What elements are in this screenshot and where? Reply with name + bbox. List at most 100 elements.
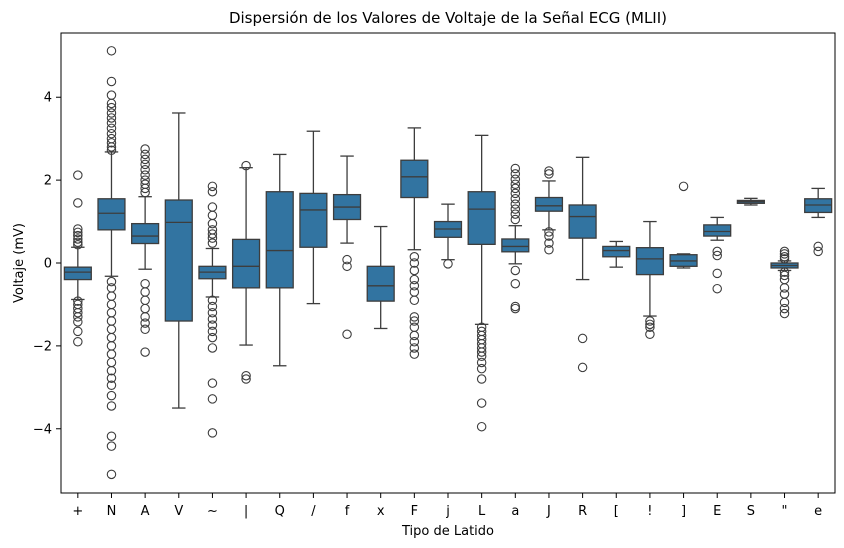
outlier-point — [207, 307, 218, 318]
outlier-point — [207, 314, 218, 324]
outlier-point — [544, 244, 554, 255]
outlier-point — [140, 159, 150, 170]
box-group — [770, 246, 799, 319]
box-group — [804, 187, 833, 257]
x-tick-label: V — [174, 504, 183, 519]
x-tick-label: A — [141, 504, 150, 519]
box-group — [433, 203, 463, 269]
outlier-point — [409, 274, 420, 285]
outlier-point — [645, 316, 655, 326]
outlier-point — [207, 233, 218, 243]
outlier-point — [207, 210, 218, 221]
outlier-point — [544, 231, 554, 241]
outlier-point — [712, 250, 722, 261]
box-group — [501, 163, 530, 314]
outlier-point — [409, 252, 420, 262]
outlier-point — [779, 289, 790, 299]
y-axis-label: Voltaje (mV) — [12, 223, 27, 303]
outlier-point — [207, 332, 218, 343]
outlier-point — [476, 398, 487, 408]
box-group — [736, 197, 765, 206]
outlier-point — [106, 118, 117, 128]
outlier-point — [476, 347, 487, 357]
box — [63, 266, 92, 281]
y-tick-label: −2 — [33, 339, 52, 354]
outlier-point — [106, 441, 117, 451]
outlier-point — [241, 160, 251, 171]
outlier-point — [544, 238, 554, 248]
outlier-point — [510, 278, 521, 289]
box — [602, 245, 631, 258]
outlier-point — [645, 319, 655, 330]
outlier-point — [577, 333, 588, 344]
outlier-point — [207, 295, 218, 306]
outlier-point — [409, 312, 420, 322]
outlier-point — [140, 144, 150, 154]
outlier-point — [510, 174, 521, 185]
outlier-point — [544, 166, 554, 176]
outlier-point — [779, 303, 790, 314]
outlier-point — [73, 234, 83, 244]
outlier-point — [207, 394, 218, 404]
outlier-point — [140, 154, 150, 165]
outlier-point — [544, 227, 554, 237]
box — [568, 204, 597, 239]
x-tick-label: F — [411, 504, 418, 519]
outlier-point — [409, 343, 420, 353]
plot-frame — [60, 32, 836, 494]
outlier-point — [73, 312, 83, 322]
outlier-point — [73, 317, 83, 327]
outlier-point — [73, 307, 83, 318]
outlier-point — [106, 341, 117, 351]
box-group — [467, 134, 496, 432]
outlier-point — [140, 318, 150, 328]
outlier-point — [73, 237, 83, 248]
outlier-point — [779, 297, 790, 308]
x-tick-label: j — [445, 504, 450, 519]
outlier-point — [207, 301, 218, 312]
outlier-point — [207, 181, 218, 192]
x-tick-label: | — [244, 504, 248, 519]
outlier-point — [510, 301, 521, 312]
box — [164, 199, 193, 322]
outlier-point — [106, 46, 117, 56]
box — [534, 196, 564, 212]
outlier-point — [779, 283, 790, 293]
chart-title: Dispersión de los Valores de Voltaje de … — [229, 9, 667, 27]
outlier-point — [140, 187, 150, 198]
outlier-point — [106, 357, 117, 368]
outlier-point — [510, 214, 521, 225]
box — [265, 191, 294, 289]
outlier-point — [106, 390, 117, 401]
outlier-point — [510, 194, 521, 204]
outlier-point — [712, 246, 722, 257]
box-group — [63, 170, 92, 347]
outlier-point — [207, 428, 218, 438]
outlier-point — [106, 113, 117, 123]
outlier-point — [73, 170, 83, 180]
box-group — [602, 240, 631, 268]
outlier-point — [409, 322, 420, 332]
box-group — [164, 112, 193, 409]
box-group — [265, 153, 294, 367]
outlier-point — [443, 259, 453, 269]
outlier-point — [106, 128, 117, 139]
outlier-point — [73, 336, 83, 347]
x-tick-label: N — [107, 504, 117, 519]
outlier-point — [140, 324, 150, 335]
outlier-point — [106, 76, 117, 87]
boxes-layer — [63, 46, 833, 480]
outlier-point — [106, 138, 117, 148]
box-group — [400, 127, 429, 359]
outlier-point — [510, 265, 521, 276]
outlier-point — [106, 90, 117, 100]
outlier-point — [510, 209, 521, 219]
x-tick-label: a — [511, 504, 519, 519]
outlier-point — [409, 281, 420, 291]
outlier-point — [106, 276, 117, 287]
outlier-point — [106, 469, 117, 480]
outlier-point — [140, 312, 150, 322]
outlier-point — [106, 401, 117, 411]
